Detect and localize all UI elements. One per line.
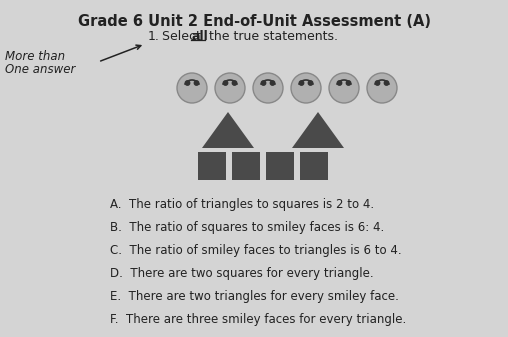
Text: A.  The ratio of triangles to squares is 2 to 4.: A. The ratio of triangles to squares is … <box>110 198 374 211</box>
Bar <box>198 152 226 180</box>
Circle shape <box>367 73 397 103</box>
Circle shape <box>270 81 275 85</box>
Circle shape <box>261 81 266 85</box>
Circle shape <box>177 73 207 103</box>
Bar <box>232 152 260 180</box>
Text: F.  There are three smiley faces for every triangle.: F. There are three smiley faces for ever… <box>110 313 406 326</box>
Text: One answer: One answer <box>5 63 75 76</box>
Polygon shape <box>202 112 254 148</box>
Circle shape <box>291 73 321 103</box>
Polygon shape <box>292 112 344 148</box>
Bar <box>266 152 294 180</box>
Circle shape <box>337 81 342 85</box>
Circle shape <box>232 81 237 85</box>
Circle shape <box>384 81 389 85</box>
Circle shape <box>299 81 304 85</box>
Text: 1.: 1. <box>148 30 160 43</box>
Circle shape <box>194 81 199 85</box>
Circle shape <box>224 81 228 85</box>
Text: all: all <box>191 30 208 43</box>
Circle shape <box>346 81 351 85</box>
Text: B.  The ratio of squares to smiley faces is 6: 4.: B. The ratio of squares to smiley faces … <box>110 221 384 234</box>
Circle shape <box>308 81 313 85</box>
Text: More than: More than <box>5 50 65 63</box>
Text: D.  There are two squares for every triangle.: D. There are two squares for every trian… <box>110 267 373 280</box>
Circle shape <box>329 73 359 103</box>
Text: Select: Select <box>162 30 205 43</box>
Text: C.  The ratio of smiley faces to triangles is 6 to 4.: C. The ratio of smiley faces to triangle… <box>110 244 402 257</box>
Text: E.  There are two triangles for every smiley face.: E. There are two triangles for every smi… <box>110 290 399 303</box>
Circle shape <box>215 73 245 103</box>
Circle shape <box>375 81 379 85</box>
Bar <box>300 152 328 180</box>
Circle shape <box>185 81 189 85</box>
Text: the true statements.: the true statements. <box>205 30 338 43</box>
Circle shape <box>253 73 283 103</box>
Text: Grade 6 Unit 2 End-of-Unit Assessment (A): Grade 6 Unit 2 End-of-Unit Assessment (A… <box>78 14 430 29</box>
